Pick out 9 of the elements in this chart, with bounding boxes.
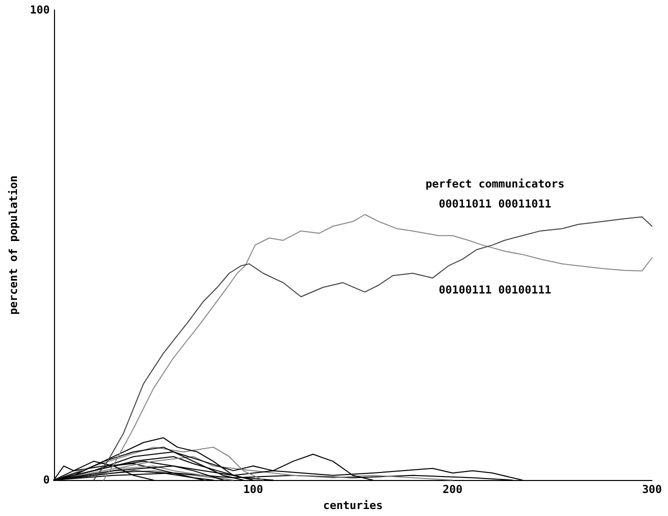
annotation: perfect communicators [425,178,565,190]
y-axis-title: percent of population [7,176,20,315]
x-tick-label: 300 [642,483,662,496]
x-axis-title: centuries [323,499,383,512]
annotation: 00011011 00011011 [438,198,552,210]
x-tick-label: 100 [243,483,264,496]
x-tick-label: 200 [442,483,463,496]
annotation: 00100111 00100111 [438,284,552,296]
y-tick-label: 0 [43,474,50,487]
